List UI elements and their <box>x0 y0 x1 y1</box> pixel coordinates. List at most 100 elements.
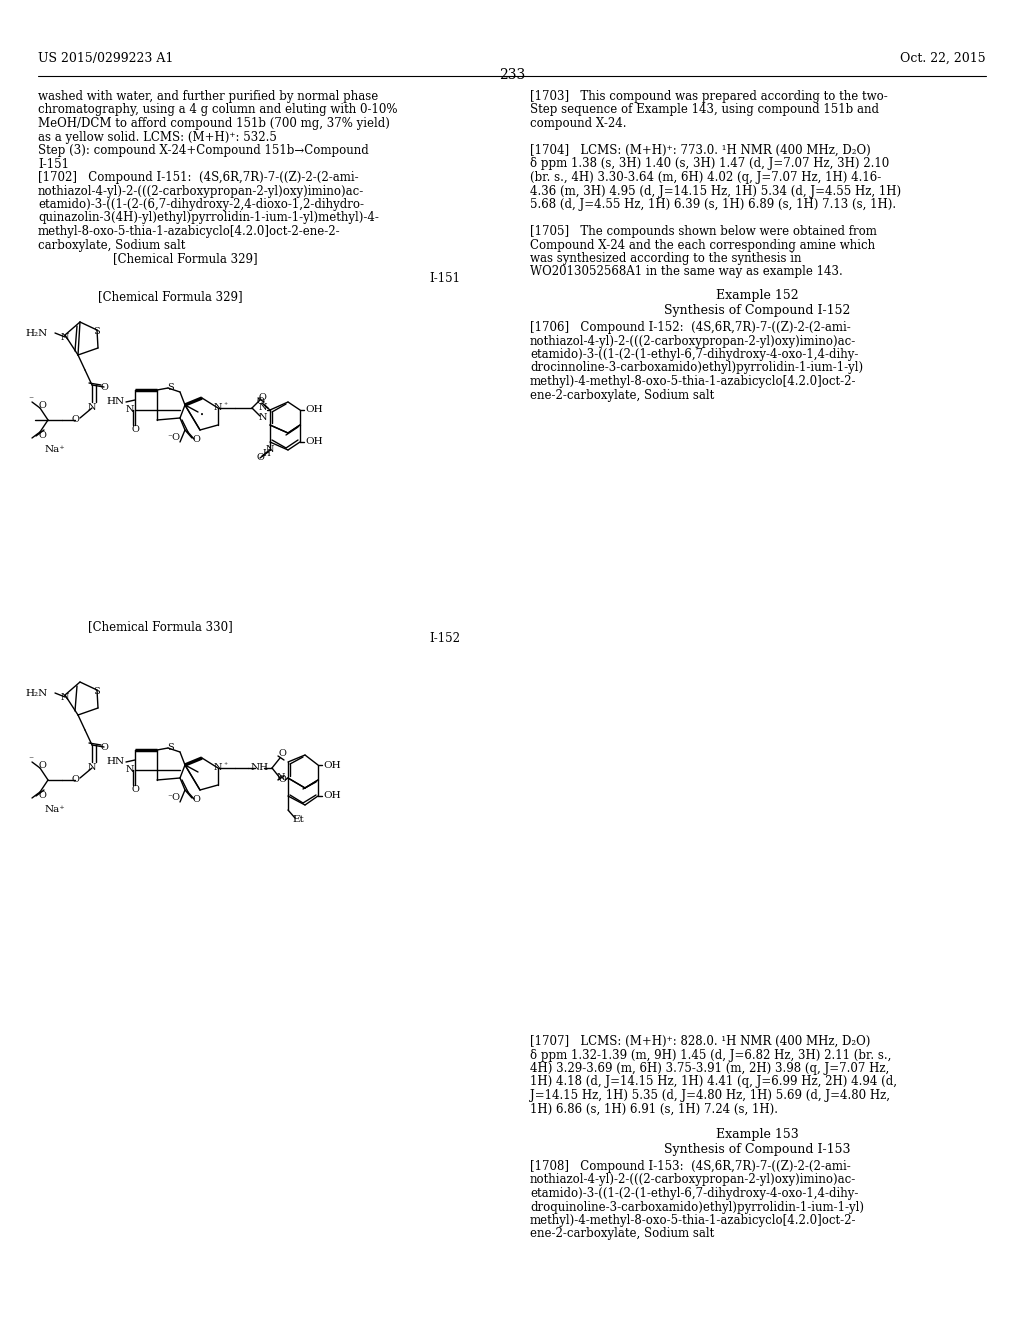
Text: Example 152: Example 152 <box>716 289 799 302</box>
Text: nothiazol-4-yl)-2-(((2-carboxypropan-2-yl)oxy)imino)ac-: nothiazol-4-yl)-2-(((2-carboxypropan-2-y… <box>530 334 856 347</box>
Text: I-151: I-151 <box>38 157 69 170</box>
Text: MeOH/DCM to afford compound 151b (700 mg, 37% yield): MeOH/DCM to afford compound 151b (700 mg… <box>38 117 390 129</box>
Text: ene-2-carboxylate, Sodium salt: ene-2-carboxylate, Sodium salt <box>530 1228 715 1241</box>
Text: NH: NH <box>251 763 269 772</box>
Text: O: O <box>71 416 79 425</box>
Text: N: N <box>126 766 134 775</box>
Text: O: O <box>256 397 264 407</box>
Text: ⁻O: ⁻O <box>167 433 180 442</box>
Text: O: O <box>100 384 108 392</box>
Text: I-152: I-152 <box>429 632 460 645</box>
Text: HN: HN <box>106 397 125 407</box>
Text: I-151: I-151 <box>429 272 460 285</box>
Text: [Chemical Formula 329]: [Chemical Formula 329] <box>98 290 243 304</box>
Text: was synthesized according to the synthesis in: was synthesized according to the synthes… <box>530 252 802 265</box>
Text: N: N <box>88 404 96 412</box>
Text: washed with water, and further purified by normal phase: washed with water, and further purified … <box>38 90 378 103</box>
Text: Na⁺: Na⁺ <box>45 805 66 814</box>
Text: O: O <box>258 392 266 401</box>
Text: S: S <box>93 326 100 335</box>
Text: quinazolin-3(4H)-yl)ethyl)pyrrolidin-1-ium-1-yl)methyl)-4-: quinazolin-3(4H)-yl)ethyl)pyrrolidin-1-i… <box>38 211 379 224</box>
Text: ⁻: ⁻ <box>28 755 33 764</box>
Text: N: N <box>276 774 285 783</box>
Text: J=14.15 Hz, 1H) 5.35 (d, J=4.80 Hz, 1H) 5.69 (d, J=4.80 Hz,: J=14.15 Hz, 1H) 5.35 (d, J=4.80 Hz, 1H) … <box>530 1089 890 1102</box>
Text: N: N <box>266 446 274 454</box>
Text: HN: HN <box>106 758 125 767</box>
Text: δ ppm 1.38 (s, 3H) 1.40 (s, 3H) 1.47 (d, J=7.07 Hz, 3H) 2.10: δ ppm 1.38 (s, 3H) 1.40 (s, 3H) 1.47 (d,… <box>530 157 889 170</box>
Text: [1702]   Compound I-151:  (4S,6R,7R)-7-((Z)-2-(2-ami-: [1702] Compound I-151: (4S,6R,7R)-7-((Z)… <box>38 172 358 183</box>
Text: N: N <box>126 405 134 414</box>
Text: H₂N: H₂N <box>26 689 48 697</box>
Text: δ ppm 1.32-1.39 (m, 9H) 1.45 (d, J=6.82 Hz, 3H) 2.11 (br. s.,: δ ppm 1.32-1.39 (m, 9H) 1.45 (d, J=6.82 … <box>530 1048 891 1061</box>
Text: [1704]   LCMS: (M+H)⁺: 773.0. ¹H NMR (400 MHz, D₂O): [1704] LCMS: (M+H)⁺: 773.0. ¹H NMR (400 … <box>530 144 870 157</box>
Text: N: N <box>214 404 222 412</box>
Text: O: O <box>38 430 46 440</box>
Text: N: N <box>60 693 70 701</box>
Text: N: N <box>214 763 222 772</box>
Text: O: O <box>256 454 264 462</box>
Text: O: O <box>100 743 108 752</box>
Text: 4.36 (m, 3H) 4.95 (d, J=14.15 Hz, 1H) 5.34 (d, J=4.55 Hz, 1H): 4.36 (m, 3H) 4.95 (d, J=14.15 Hz, 1H) 5.… <box>530 185 901 198</box>
Text: [1705]   The compounds shown below were obtained from: [1705] The compounds shown below were ob… <box>530 224 877 238</box>
Text: [Chemical Formula 329]: [Chemical Formula 329] <box>38 252 258 265</box>
Text: ene-2-carboxylate, Sodium salt: ene-2-carboxylate, Sodium salt <box>530 388 715 401</box>
Text: carboxylate, Sodium salt: carboxylate, Sodium salt <box>38 239 185 252</box>
Text: S: S <box>93 686 100 696</box>
Text: OH: OH <box>323 760 341 770</box>
Text: etamido)-3-((1-(2-(6,7-dihydroxy-2,4-dioxo-1,2-dihydro-: etamido)-3-((1-(2-(6,7-dihydroxy-2,4-dio… <box>38 198 364 211</box>
Text: Synthesis of Compound I-153: Synthesis of Compound I-153 <box>664 1143 850 1156</box>
Text: S: S <box>167 384 173 392</box>
Text: H₂N: H₂N <box>26 329 48 338</box>
Text: O: O <box>71 776 79 784</box>
Text: compound X-24.: compound X-24. <box>530 117 627 129</box>
Text: drocinnoline-3-carboxamido)ethyl)pyrrolidin-1-ium-1-yl): drocinnoline-3-carboxamido)ethyl)pyrroli… <box>530 362 863 375</box>
Text: N: N <box>259 413 267 422</box>
Text: methyl-8-oxo-5-thia-1-azabicyclo[4.2.0]oct-2-ene-2-: methyl-8-oxo-5-thia-1-azabicyclo[4.2.0]o… <box>38 224 341 238</box>
Text: ⁺: ⁺ <box>223 403 227 411</box>
Text: methyl)-4-methyl-8-oxo-5-thia-1-azabicyclo[4.2.0]oct-2-: methyl)-4-methyl-8-oxo-5-thia-1-azabicyc… <box>530 1214 856 1228</box>
Text: [1708]   Compound I-153:  (4S,6R,7R)-7-((Z)-2-(2-ami-: [1708] Compound I-153: (4S,6R,7R)-7-((Z)… <box>530 1160 851 1173</box>
Text: Step (3): compound X-24+Compound 151b→Compound: Step (3): compound X-24+Compound 151b→Co… <box>38 144 369 157</box>
Text: [1703]   This compound was prepared according to the two-: [1703] This compound was prepared accord… <box>530 90 888 103</box>
Text: •: • <box>200 411 204 418</box>
Text: O: O <box>193 436 200 445</box>
Text: [1707]   LCMS: (M+H)⁺: 828.0. ¹H NMR (400 MHz, D₂O): [1707] LCMS: (M+H)⁺: 828.0. ¹H NMR (400 … <box>530 1035 870 1048</box>
Text: chromatography, using a 4 g column and eluting with 0-10%: chromatography, using a 4 g column and e… <box>38 103 397 116</box>
Text: Compound X-24 and the each corresponding amine which: Compound X-24 and the each corresponding… <box>530 239 876 252</box>
Text: 5.68 (d, J=4.55 Hz, 1H) 6.39 (s, 1H) 6.89 (s, 1H) 7.13 (s, 1H).: 5.68 (d, J=4.55 Hz, 1H) 6.39 (s, 1H) 6.8… <box>530 198 896 211</box>
Text: H: H <box>262 449 270 458</box>
Text: etamido)-3-((1-(2-(1-ethyl-6,7-dihydroxy-4-oxo-1,4-dihy-: etamido)-3-((1-(2-(1-ethyl-6,7-dihydroxy… <box>530 348 858 360</box>
Text: 1H) 6.86 (s, 1H) 6.91 (s, 1H) 7.24 (s, 1H).: 1H) 6.86 (s, 1H) 6.91 (s, 1H) 7.24 (s, 1… <box>530 1102 778 1115</box>
Text: Et: Et <box>292 816 304 825</box>
Text: [1706]   Compound I-152:  (4S,6R,7R)-7-((Z)-2-(2-ami-: [1706] Compound I-152: (4S,6R,7R)-7-((Z)… <box>530 321 851 334</box>
Text: nothiazol-4-yl)-2-(((2-carboxypropan-2-yl)oxy)imino)ac-: nothiazol-4-yl)-2-(((2-carboxypropan-2-y… <box>38 185 365 198</box>
Text: Step sequence of Example 143, using compound 151b and: Step sequence of Example 143, using comp… <box>530 103 879 116</box>
Text: 233: 233 <box>499 69 525 82</box>
Text: [Chemical Formula 330]: [Chemical Formula 330] <box>88 620 232 634</box>
Text: Na⁺: Na⁺ <box>45 446 66 454</box>
Text: US 2015/0299223 A1: US 2015/0299223 A1 <box>38 51 173 65</box>
Text: etamido)-3-((1-(2-(1-ethyl-6,7-dihydroxy-4-oxo-1,4-dihy-: etamido)-3-((1-(2-(1-ethyl-6,7-dihydroxy… <box>530 1187 858 1200</box>
Text: O: O <box>193 796 200 804</box>
Text: OH: OH <box>305 405 323 414</box>
Text: O: O <box>38 791 46 800</box>
Text: O: O <box>131 425 139 434</box>
Text: O: O <box>131 785 139 795</box>
Text: ⁻O: ⁻O <box>167 793 180 803</box>
Text: methyl)-4-methyl-8-oxo-5-thia-1-azabicyclo[4.2.0]oct-2-: methyl)-4-methyl-8-oxo-5-thia-1-azabicyc… <box>530 375 856 388</box>
Text: N: N <box>88 763 96 772</box>
Text: S: S <box>167 743 173 752</box>
Text: droquinoline-3-carboxamido)ethyl)pyrrolidin-1-ium-1-yl): droquinoline-3-carboxamido)ethyl)pyrroli… <box>530 1200 864 1213</box>
Text: O: O <box>279 776 286 784</box>
Text: ⁻: ⁻ <box>28 396 33 404</box>
Text: nothiazol-4-yl)-2-(((2-carboxypropan-2-yl)oxy)imino)ac-: nothiazol-4-yl)-2-(((2-carboxypropan-2-y… <box>530 1173 856 1187</box>
Text: N: N <box>60 333 70 342</box>
Text: Synthesis of Compound I-152: Synthesis of Compound I-152 <box>664 304 850 317</box>
Text: as a yellow solid. LCMS: (M+H)⁺: 532.5: as a yellow solid. LCMS: (M+H)⁺: 532.5 <box>38 131 276 144</box>
Text: ⁺: ⁺ <box>223 762 227 770</box>
Text: (br. s., 4H) 3.30-3.64 (m, 6H) 4.02 (q, J=7.07 Hz, 1H) 4.16-: (br. s., 4H) 3.30-3.64 (m, 6H) 4.02 (q, … <box>530 172 882 183</box>
Text: WO2013052568A1 in the same way as example 143.: WO2013052568A1 in the same way as exampl… <box>530 265 843 279</box>
Text: 4H) 3.29-3.69 (m, 6H) 3.75-3.91 (m, 2H) 3.98 (q, J=7.07 Hz,: 4H) 3.29-3.69 (m, 6H) 3.75-3.91 (m, 2H) … <box>530 1063 889 1074</box>
Text: N: N <box>258 404 267 412</box>
Text: O: O <box>38 400 46 409</box>
